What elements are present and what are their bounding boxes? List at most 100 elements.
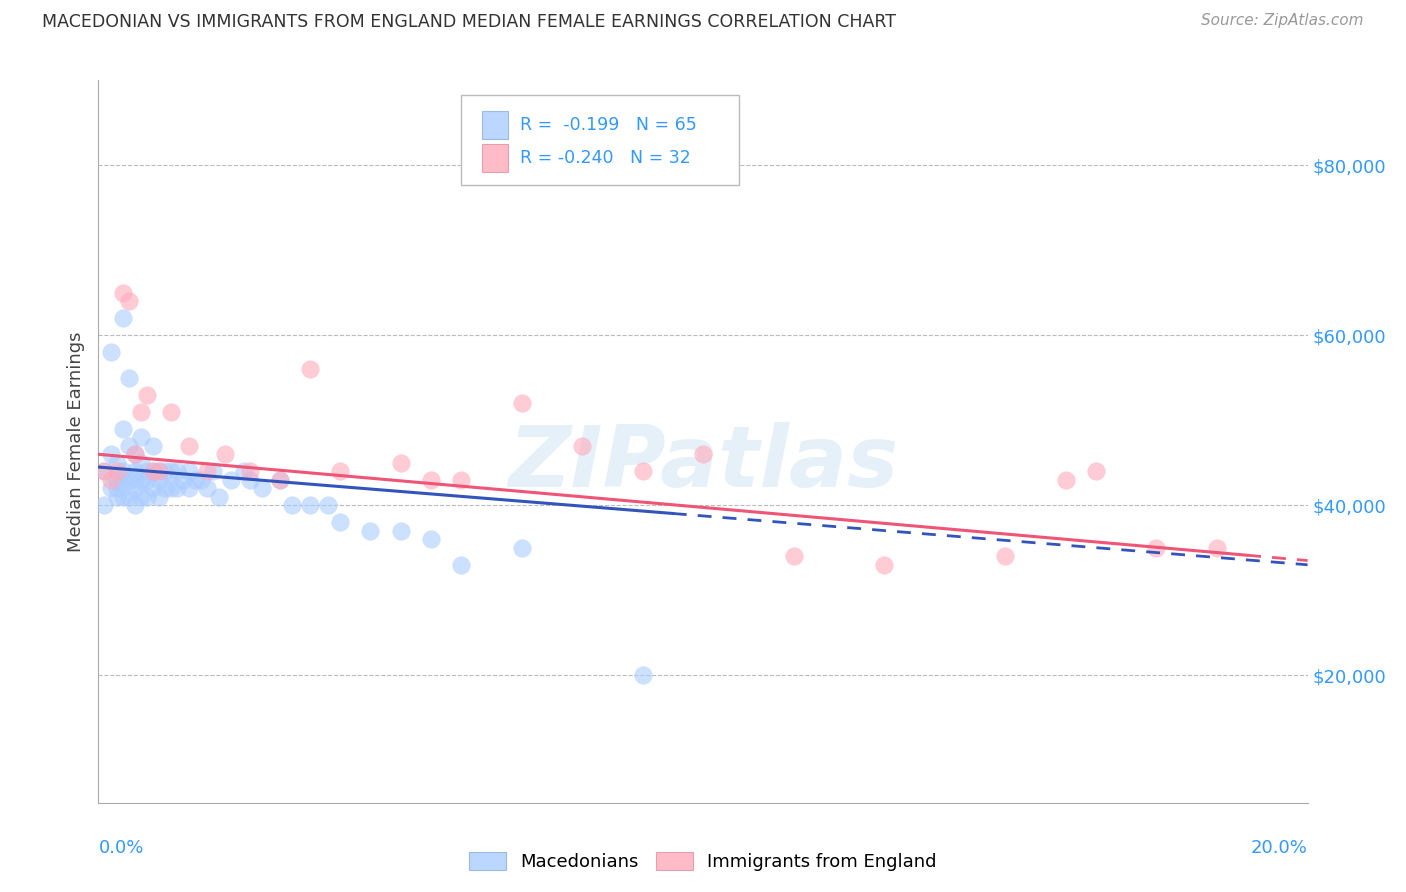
Point (360, 524, 382, 538)
Point (179, 464, 201, 478)
Text: Source: ZipAtlas.com: Source: ZipAtlas.com (1201, 13, 1364, 29)
Point (105, 456, 128, 470)
Point (994, 549, 1017, 564)
Point (329, 464, 352, 478)
Point (118, 439, 141, 453)
Point (631, 464, 654, 478)
Point (118, 294, 141, 309)
Point (166, 464, 188, 478)
Point (195, 481, 218, 495)
Point (510, 396, 533, 410)
Point (153, 464, 176, 478)
Point (239, 464, 262, 478)
Point (111, 311, 134, 326)
Point (135, 490, 157, 504)
Point (195, 464, 218, 478)
Point (129, 456, 152, 470)
Point (239, 473, 262, 487)
Point (148, 490, 170, 504)
Point (202, 464, 225, 478)
Point (100, 481, 122, 495)
Point (1085, 464, 1108, 478)
Point (124, 498, 146, 512)
Point (692, 447, 714, 461)
Point (129, 490, 152, 504)
Point (124, 447, 146, 461)
Point (124, 473, 146, 487)
Point (93, 464, 115, 478)
Point (153, 481, 176, 495)
Point (135, 388, 157, 402)
Point (135, 464, 157, 478)
Point (142, 439, 165, 453)
Point (450, 558, 472, 572)
Point (111, 285, 134, 300)
Point (179, 439, 201, 453)
Point (269, 473, 291, 487)
Point (160, 405, 183, 419)
Point (100, 473, 122, 487)
FancyBboxPatch shape (482, 112, 509, 138)
Point (105, 490, 128, 504)
Point (631, 668, 654, 682)
Point (124, 447, 146, 461)
Point (124, 481, 146, 495)
Point (299, 362, 322, 376)
Point (166, 481, 188, 495)
Point (148, 473, 170, 487)
Point (160, 464, 183, 478)
Point (135, 473, 157, 487)
Point (172, 473, 194, 487)
Point (111, 422, 134, 436)
Point (1144, 541, 1167, 555)
Point (148, 464, 170, 478)
Point (269, 473, 291, 487)
Point (118, 371, 141, 385)
Point (148, 464, 170, 478)
Point (571, 439, 593, 453)
Point (450, 473, 472, 487)
Point (873, 558, 896, 572)
Point (118, 490, 141, 504)
Point (389, 524, 412, 538)
Point (232, 464, 254, 478)
Point (281, 498, 304, 512)
Point (111, 490, 134, 504)
Point (179, 481, 201, 495)
Text: 0.0%: 0.0% (98, 838, 143, 857)
Point (100, 345, 122, 359)
Point (510, 541, 533, 555)
Point (118, 473, 141, 487)
FancyBboxPatch shape (482, 145, 509, 172)
Point (184, 473, 207, 487)
Text: 20.0%: 20.0% (1251, 838, 1308, 857)
Point (111, 464, 134, 478)
Point (208, 490, 231, 504)
Point (105, 464, 128, 478)
Point (1054, 473, 1077, 487)
FancyBboxPatch shape (461, 95, 740, 185)
Legend: Macedonians, Immigrants from England: Macedonians, Immigrants from England (463, 845, 943, 879)
Point (299, 498, 322, 512)
Point (129, 405, 152, 419)
Point (160, 481, 183, 495)
Point (142, 464, 165, 478)
Point (1206, 541, 1229, 555)
Point (316, 498, 339, 512)
Text: MACEDONIAN VS IMMIGRANTS FROM ENGLAND MEDIAN FEMALE EARNINGS CORRELATION CHART: MACEDONIAN VS IMMIGRANTS FROM ENGLAND ME… (42, 13, 896, 31)
Point (250, 481, 273, 495)
Point (783, 549, 806, 564)
Point (142, 481, 165, 495)
Point (105, 481, 128, 495)
Point (221, 473, 243, 487)
Point (420, 533, 443, 547)
Point (100, 447, 122, 461)
Point (93, 498, 115, 512)
Point (214, 447, 236, 461)
Point (111, 473, 134, 487)
Text: R = -0.240   N = 32: R = -0.240 N = 32 (520, 149, 692, 167)
Text: ZIPatlas: ZIPatlas (508, 422, 898, 505)
Point (190, 473, 212, 487)
Point (129, 473, 152, 487)
Text: R =  -0.199   N = 65: R = -0.199 N = 65 (520, 116, 697, 134)
